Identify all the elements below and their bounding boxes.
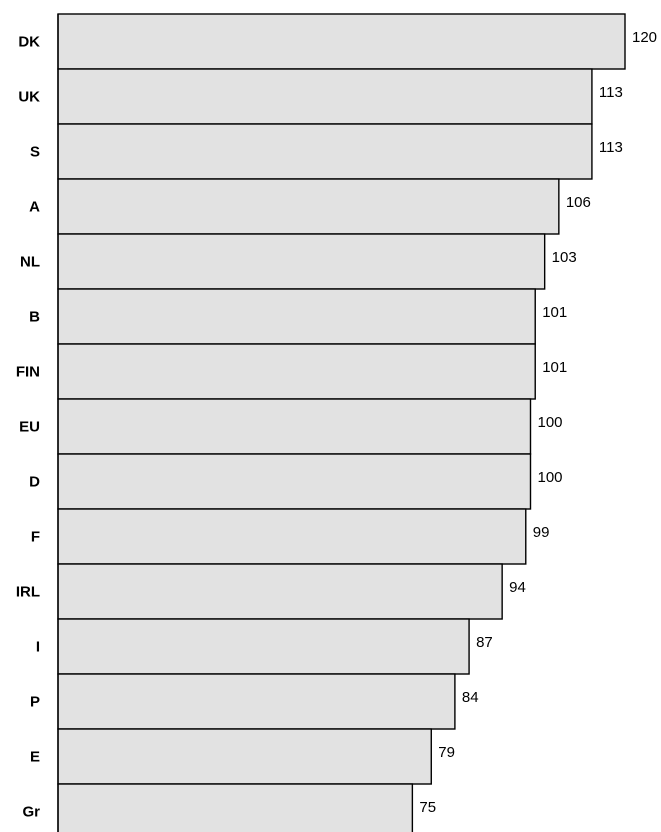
bar-dk <box>57 13 626 70</box>
category-label-fin: FIN <box>16 364 40 381</box>
category-label-nl: NL <box>20 254 40 271</box>
value-label-a: 106 <box>566 194 591 211</box>
value-label-b: 101 <box>542 304 567 321</box>
value-label-fin: 101 <box>542 359 567 376</box>
value-label-s: 113 <box>599 139 623 156</box>
value-label-uk: 113 <box>599 84 623 101</box>
bar-f <box>57 508 527 565</box>
value-label-nl: 103 <box>552 249 577 266</box>
bar-d <box>57 453 532 510</box>
category-label-s: S <box>30 144 40 161</box>
category-label-p: P <box>30 694 40 711</box>
bar-gr <box>57 783 414 832</box>
bar-irl <box>57 563 503 620</box>
bar-e <box>57 728 432 785</box>
value-label-dk: 120 <box>632 29 657 46</box>
bar-a <box>57 178 560 235</box>
category-label-uk: UK <box>18 89 40 106</box>
category-label-i: I <box>36 639 40 656</box>
category-label-a: A <box>29 199 40 216</box>
category-label-d: D <box>29 474 40 491</box>
category-label-f: F <box>31 529 40 546</box>
category-label-b: B <box>29 309 40 326</box>
value-label-irl: 94 <box>509 579 526 596</box>
category-label-irl: IRL <box>16 584 40 601</box>
bar-i <box>57 618 470 675</box>
value-label-e: 79 <box>438 744 455 761</box>
value-label-i: 87 <box>476 634 493 651</box>
bar-p <box>57 673 456 730</box>
bar-s <box>57 123 593 180</box>
value-label-eu: 100 <box>538 414 563 431</box>
bar-eu <box>57 398 532 455</box>
category-label-eu: EU <box>19 419 40 436</box>
category-label-gr: Gr <box>22 804 40 821</box>
category-label-e: E <box>30 749 40 766</box>
value-label-p: 84 <box>462 689 479 706</box>
bar-fin <box>57 343 536 400</box>
value-label-gr: 75 <box>419 799 436 816</box>
value-label-f: 99 <box>533 524 550 541</box>
category-label-dk: DK <box>18 34 40 51</box>
bar-b <box>57 288 536 345</box>
bar-nl <box>57 233 546 290</box>
bar-uk <box>57 68 593 125</box>
value-label-d: 100 <box>538 469 563 486</box>
